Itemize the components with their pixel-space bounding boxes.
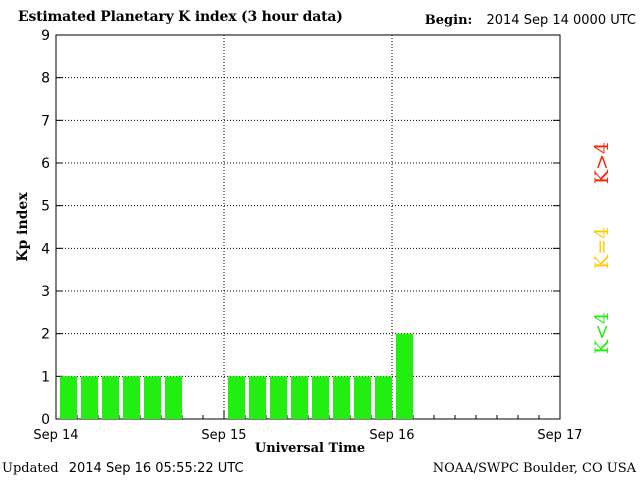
updated-timestamp: Updated 2014 Sep 16 05:55:22 UTC <box>2 461 244 476</box>
kp-bar <box>291 376 308 419</box>
y-tick-label: 1 <box>41 369 50 385</box>
x-tick-label: Sep 16 <box>369 428 414 443</box>
kp-bar <box>60 376 77 419</box>
y-tick-label: 3 <box>41 284 50 300</box>
updated-label: Updated <box>2 461 59 476</box>
y-tick-label: 9 <box>41 28 50 44</box>
x-tick-label: Sep 17 <box>537 428 582 443</box>
kp-bar <box>249 376 266 419</box>
x-tick-label: Sep 14 <box>33 428 78 443</box>
kp-bar <box>144 376 161 419</box>
plot-frame <box>55 34 561 420</box>
legend-item: K=4 <box>591 227 613 269</box>
y-axis-label: Kp index <box>15 192 31 262</box>
kp-bar <box>354 376 371 419</box>
begin-value: 2014 Sep 14 0000 UTC <box>486 13 636 28</box>
y-tick-label: 7 <box>41 113 50 129</box>
kp-bar <box>312 376 329 419</box>
kp-bar <box>123 376 140 419</box>
y-tick-label: 2 <box>41 327 50 343</box>
legend-item: K>4 <box>591 142 613 184</box>
kp-bar <box>270 376 287 419</box>
y-tick-label: 5 <box>41 199 50 215</box>
kp-bar <box>396 333 413 419</box>
kp-bar <box>165 376 182 419</box>
y-tick-label: 0 <box>41 412 50 428</box>
kp-bar <box>102 376 119 419</box>
legend-item: K<4 <box>591 312 613 354</box>
kp-bar <box>228 376 245 419</box>
x-axis-label: Universal Time <box>255 441 365 456</box>
y-tick-label: 8 <box>41 71 50 87</box>
kp-bar <box>333 376 350 419</box>
begin-time: Begin: 2014 Sep 14 0000 UTC <box>425 13 636 28</box>
updated-value: 2014 Sep 16 05:55:22 UTC <box>68 461 244 476</box>
kp-bar <box>81 376 98 419</box>
y-tick-label: 6 <box>41 156 50 172</box>
x-tick-label: Sep 15 <box>201 428 246 443</box>
y-tick-label: 4 <box>41 241 50 257</box>
kp-bar <box>375 376 392 419</box>
begin-label: Begin: <box>424 13 473 28</box>
credit-text: NOAA/SWPC Boulder, CO USA <box>432 461 636 476</box>
chart-title: Estimated Planetary K index (3 hour data… <box>18 9 343 25</box>
